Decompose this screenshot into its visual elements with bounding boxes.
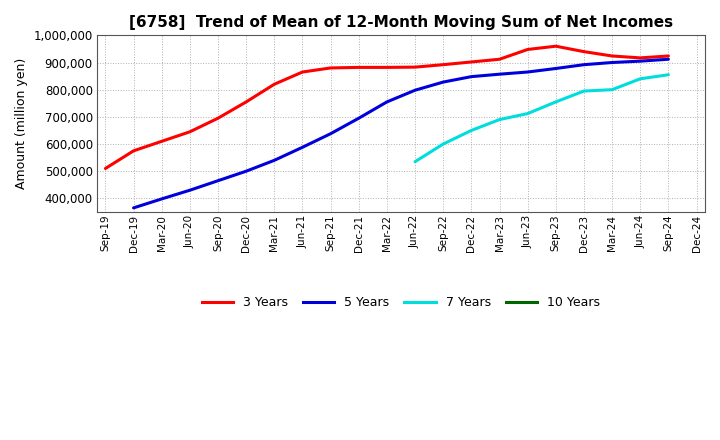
Legend: 3 Years, 5 Years, 7 Years, 10 Years: 3 Years, 5 Years, 7 Years, 10 Years [198, 293, 604, 313]
3 Years [467, 59, 476, 65]
5 Years [552, 66, 560, 71]
3 Years [270, 81, 279, 87]
Line: 3 Years: 3 Years [105, 46, 668, 169]
3 Years [439, 62, 448, 67]
7 Years [580, 88, 588, 94]
Title: [6758]  Trend of Mean of 12-Month Moving Sum of Net Incomes: [6758] Trend of Mean of 12-Month Moving … [129, 15, 673, 30]
7 Years [523, 111, 532, 116]
5 Years [214, 178, 222, 183]
Line: 5 Years: 5 Years [134, 59, 668, 208]
3 Years [523, 47, 532, 52]
3 Years [101, 166, 109, 171]
3 Years [552, 44, 560, 49]
3 Years [326, 65, 335, 70]
7 Years [552, 99, 560, 105]
3 Years [354, 65, 363, 70]
7 Years [439, 141, 448, 147]
5 Years [298, 145, 307, 150]
3 Years [382, 65, 391, 70]
5 Years [608, 60, 616, 65]
5 Years [495, 72, 504, 77]
3 Years [242, 99, 251, 105]
5 Years [130, 205, 138, 210]
7 Years [636, 76, 644, 81]
5 Years [636, 59, 644, 64]
5 Years [580, 62, 588, 67]
5 Years [467, 74, 476, 79]
3 Years [214, 116, 222, 121]
7 Years [410, 159, 419, 164]
7 Years [495, 117, 504, 122]
5 Years [326, 131, 335, 136]
3 Years [130, 148, 138, 154]
3 Years [298, 70, 307, 75]
3 Years [664, 53, 672, 59]
3 Years [580, 49, 588, 54]
5 Years [664, 57, 672, 62]
Y-axis label: Amount (million yen): Amount (million yen) [15, 58, 28, 189]
5 Years [186, 187, 194, 193]
7 Years [467, 128, 476, 133]
5 Years [242, 169, 251, 174]
5 Years [523, 70, 532, 75]
7 Years [664, 72, 672, 77]
7 Years [608, 87, 616, 92]
3 Years [495, 57, 504, 62]
5 Years [158, 196, 166, 202]
5 Years [382, 99, 391, 105]
3 Years [636, 55, 644, 61]
5 Years [410, 88, 419, 93]
5 Years [354, 116, 363, 121]
3 Years [186, 129, 194, 135]
3 Years [608, 53, 616, 59]
5 Years [270, 158, 279, 163]
5 Years [439, 80, 448, 85]
Line: 7 Years: 7 Years [415, 75, 668, 161]
3 Years [158, 139, 166, 144]
3 Years [410, 65, 419, 70]
